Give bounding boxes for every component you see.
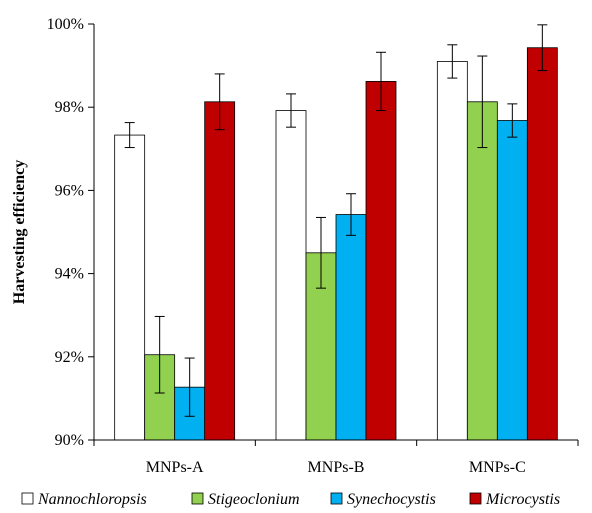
y-tick-label: 94% bbox=[55, 266, 84, 283]
bar bbox=[436, 61, 468, 441]
y-tick-label: 96% bbox=[55, 182, 84, 199]
legend-swatch bbox=[191, 492, 204, 505]
bar bbox=[204, 101, 236, 441]
y-tick-label: 90% bbox=[55, 432, 84, 449]
bar bbox=[466, 101, 498, 441]
y-tick-label: 100% bbox=[47, 16, 84, 33]
legend-label: Stigeoclonium bbox=[208, 491, 300, 508]
legend-swatch bbox=[330, 492, 343, 505]
axes: 90% 92% 94% 96% 98% 100% MNPs-A MNPs-B MNPs-C bbox=[47, 16, 579, 476]
y-axis-label: Harvesting efficiency bbox=[11, 160, 28, 304]
bar bbox=[365, 81, 397, 441]
y-tick-label: 92% bbox=[55, 349, 84, 366]
x-category-label: MNPs-B bbox=[308, 459, 365, 476]
x-category-label: MNPs-C bbox=[469, 459, 526, 476]
legend-label: Synechocystis bbox=[347, 491, 436, 508]
legend: Nannochloropsis Stigeoclonium Synechocysti… bbox=[21, 491, 560, 508]
bar bbox=[275, 110, 307, 441]
plot-area bbox=[114, 24, 558, 441]
legend-label: Microcystis bbox=[485, 491, 560, 508]
bar bbox=[335, 214, 367, 441]
bar bbox=[114, 134, 146, 441]
legend-label: Nannochloropsis bbox=[37, 491, 147, 508]
x-category-label: MNPs-A bbox=[146, 459, 204, 476]
y-tick-label: 98% bbox=[55, 99, 84, 116]
legend-swatch bbox=[21, 492, 34, 505]
bar bbox=[526, 47, 558, 441]
legend-swatch bbox=[469, 492, 482, 505]
bar bbox=[496, 120, 528, 441]
